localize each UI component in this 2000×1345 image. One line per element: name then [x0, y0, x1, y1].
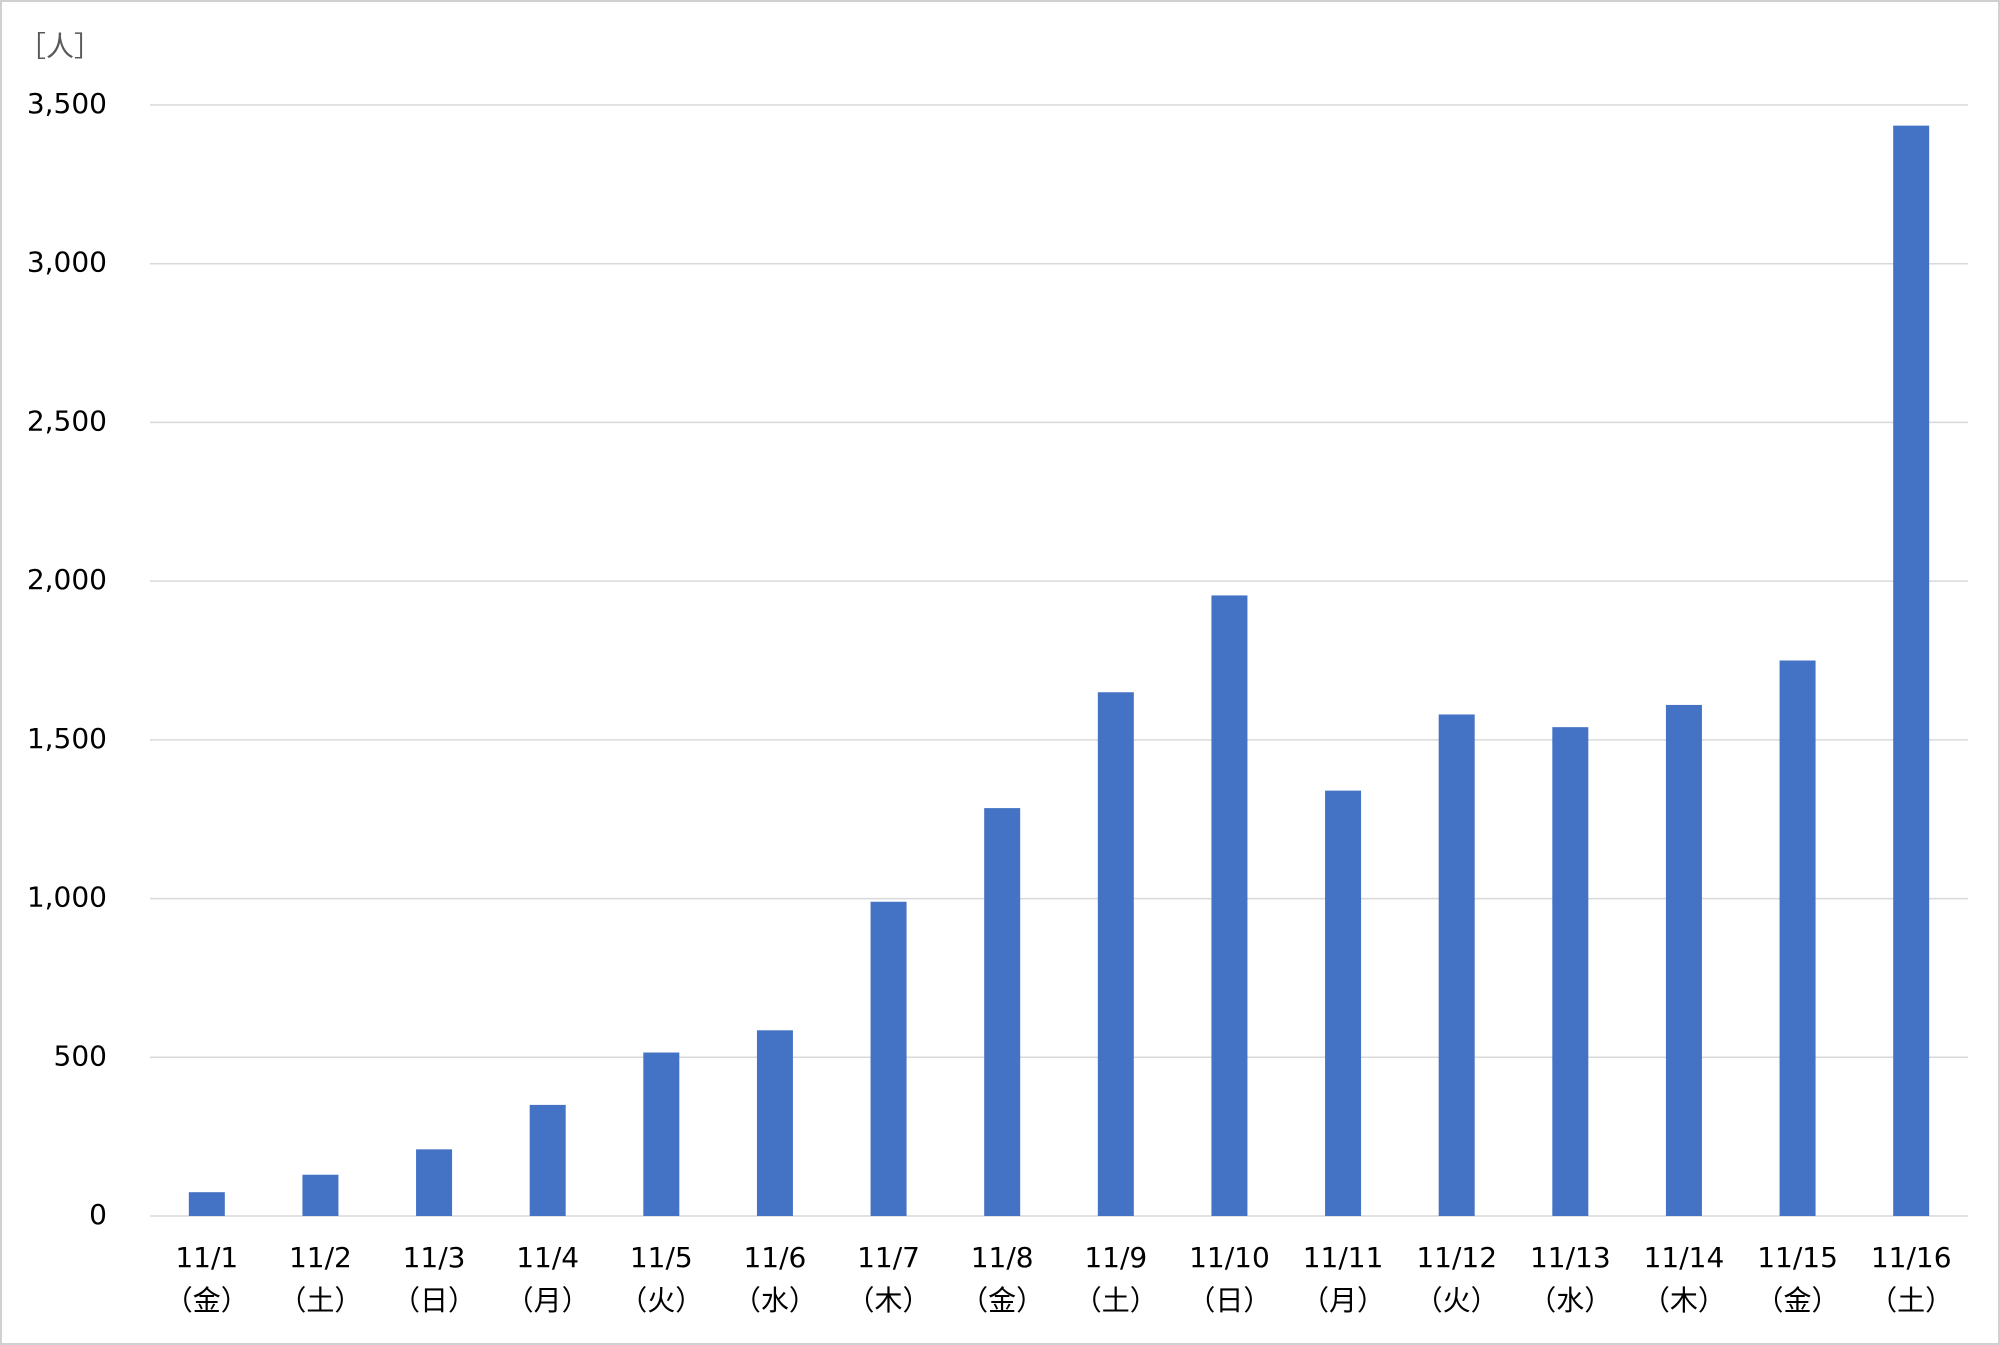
x-tick-label: 11/9	[1084, 1241, 1147, 1274]
bar	[1665, 704, 1702, 1216]
bar	[1211, 595, 1248, 1216]
x-tick-label: （土）	[278, 1284, 362, 1317]
x-tick-label: （火）	[619, 1284, 703, 1317]
bar	[302, 1174, 339, 1216]
x-tick-label: （月）	[506, 1284, 590, 1317]
x-tick-label: 11/12	[1416, 1241, 1497, 1274]
bar	[416, 1149, 453, 1216]
x-tick-label: （月）	[1301, 1284, 1385, 1317]
x-tick-label: （木）	[1642, 1284, 1726, 1317]
y-tick-label: 2,000	[27, 563, 107, 596]
x-tick-label: （日）	[1187, 1284, 1271, 1317]
bar	[529, 1104, 566, 1216]
x-tick-label: （土）	[1074, 1284, 1158, 1317]
x-tick-label: 11/16	[1871, 1241, 1952, 1274]
bar	[1893, 125, 1930, 1217]
bar	[188, 1192, 225, 1216]
y-tick-label: 1,500	[27, 722, 107, 755]
x-tick-label: 11/7	[857, 1241, 920, 1274]
x-tick-label: （水）	[1528, 1284, 1612, 1317]
y-tick-label: 1,000	[27, 881, 107, 914]
x-tick-label: 11/13	[1530, 1241, 1611, 1274]
y-tick-label: 3,500	[27, 87, 107, 120]
x-tick-label: 11/5	[630, 1241, 693, 1274]
x-tick-label: （木）	[847, 1284, 931, 1317]
x-tick-label: （金）	[1756, 1284, 1840, 1317]
x-tick-label: 11/14	[1644, 1241, 1725, 1274]
bar	[1438, 714, 1475, 1216]
bar	[870, 901, 907, 1216]
x-tick-label: （火）	[1415, 1284, 1499, 1317]
bar	[1552, 727, 1589, 1216]
x-tick-label: 11/11	[1303, 1241, 1384, 1274]
y-tick-label: 2,500	[27, 404, 107, 437]
y-tick-label: 3,000	[27, 246, 107, 279]
y-tick-label: 0	[89, 1198, 107, 1231]
bar	[984, 808, 1021, 1216]
x-tick-label: 11/1	[175, 1241, 238, 1274]
bar	[756, 1030, 793, 1216]
x-tick-label: （水）	[733, 1284, 817, 1317]
x-tick-label: 11/3	[403, 1241, 466, 1274]
x-tick-label: （金）	[960, 1284, 1044, 1317]
bar	[643, 1052, 680, 1216]
x-tick-label: （金）	[165, 1284, 249, 1317]
x-tick-label: 11/10	[1189, 1241, 1270, 1274]
x-tick-label: 11/15	[1757, 1241, 1838, 1274]
bar	[1779, 660, 1816, 1216]
x-tick-label: （日）	[392, 1284, 476, 1317]
y-tick-label: 500	[54, 1039, 107, 1072]
x-tick-label: 11/2	[289, 1241, 352, 1274]
x-tick-label: 11/8	[971, 1241, 1034, 1274]
bar	[1325, 790, 1362, 1216]
bar	[1097, 692, 1134, 1216]
y-axis-label: ［人］	[18, 30, 102, 63]
x-tick-label: 11/6	[743, 1241, 806, 1274]
x-tick-label: 11/4	[516, 1241, 579, 1274]
x-tick-label: （土）	[1869, 1284, 1953, 1317]
